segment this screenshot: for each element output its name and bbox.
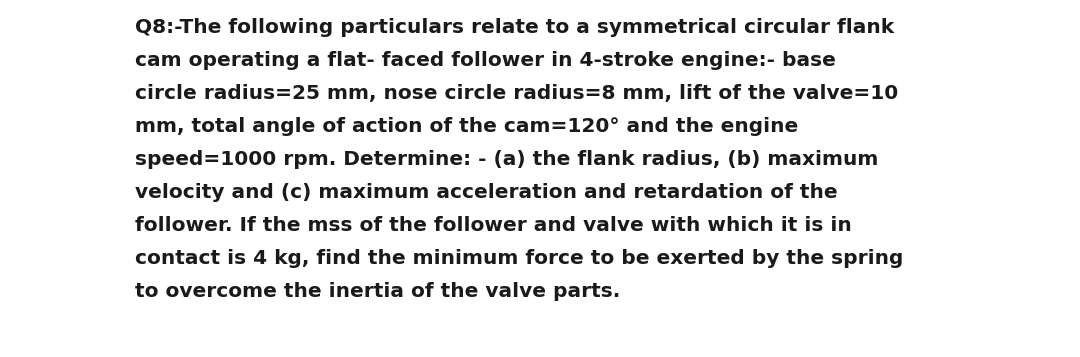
Text: velocity and (c) maximum acceleration and retardation of the: velocity and (c) maximum acceleration an… (135, 183, 838, 202)
Text: follower. If the mss of the follower and valve with which it is in: follower. If the mss of the follower and… (135, 216, 852, 235)
Text: cam operating a flat- faced follower in 4-stroke engine:- base: cam operating a flat- faced follower in … (135, 51, 836, 70)
Text: circle radius=25 mm, nose circle radius=8 mm, lift of the valve=10: circle radius=25 mm, nose circle radius=… (135, 84, 899, 103)
Text: speed=1000 rpm. Determine: - (a) the flank radius, (b) maximum: speed=1000 rpm. Determine: - (a) the fla… (135, 150, 878, 169)
Text: to overcome the inertia of the valve parts.: to overcome the inertia of the valve par… (135, 282, 620, 301)
Text: Q8:-The following particulars relate to a symmetrical circular flank: Q8:-The following particulars relate to … (135, 18, 894, 37)
Text: contact is 4 kg, find the minimum force to be exerted by the spring: contact is 4 kg, find the minimum force … (135, 249, 903, 268)
Text: mm, total angle of action of the cam=120° and the engine: mm, total angle of action of the cam=120… (135, 117, 798, 136)
